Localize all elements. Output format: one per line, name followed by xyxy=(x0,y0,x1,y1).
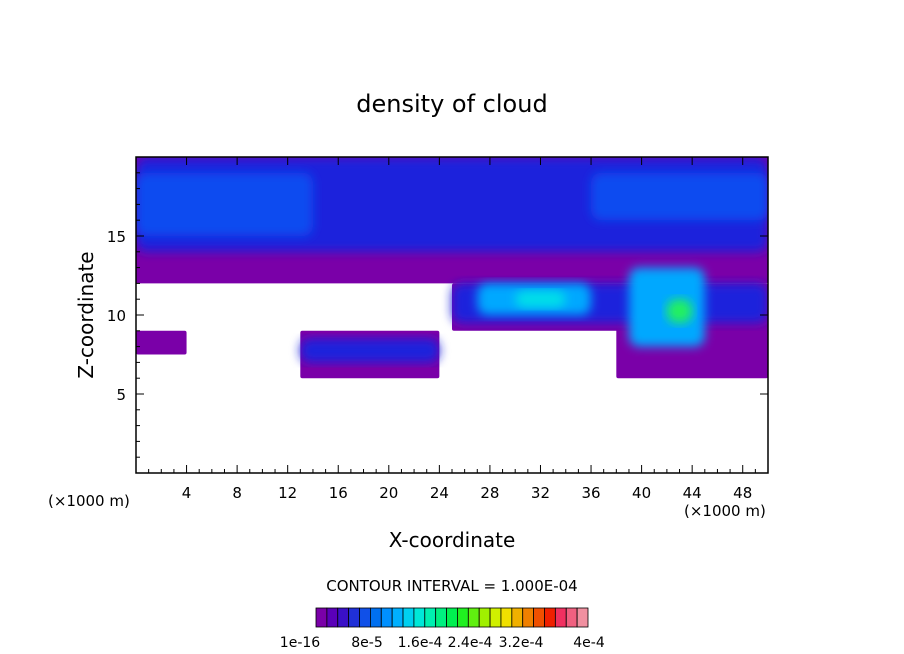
colorbar-label: 1e-16 xyxy=(280,635,320,651)
y-axis-unit: (×1000 m) xyxy=(48,492,130,510)
colorbar-swatch xyxy=(391,607,404,628)
colorbar-swatch xyxy=(457,607,469,628)
x-tick-label: 28 xyxy=(480,484,499,502)
x-tick-label: 20 xyxy=(379,484,398,502)
colorbar-labels: 1e-16 8e-5 1.6e-4 2.4e-4 3.2e-4 4e-4 xyxy=(280,635,605,651)
y-axis-title: Z-coordinate xyxy=(74,251,98,378)
colorbar-swatch xyxy=(446,607,458,628)
colorbar-swatch xyxy=(337,607,350,628)
x-tick-label: 40 xyxy=(632,484,651,502)
cloud-density-field xyxy=(136,157,768,379)
colorbar-label: 3.2e-4 xyxy=(499,635,544,651)
colorbar-swatch xyxy=(576,607,589,628)
colorbar-label: 1.6e-4 xyxy=(398,635,443,651)
colorbar-swatch xyxy=(413,607,426,628)
x-axis-unit: (×1000 m) xyxy=(684,502,766,520)
y-tick-label: 5 xyxy=(116,386,126,404)
y-tick-label: 15 xyxy=(107,228,126,246)
x-tick-label: 24 xyxy=(430,484,449,502)
density-region-12 xyxy=(515,291,566,308)
x-axis-title: X-coordinate xyxy=(389,528,516,552)
colorbar-swatch xyxy=(544,607,556,628)
colorbar-label: 2.4e-4 xyxy=(448,635,493,651)
colorbar-label: 8e-5 xyxy=(351,635,382,651)
x-tick-label: 48 xyxy=(733,484,752,502)
colorbar-swatch xyxy=(554,607,567,628)
colorbar-swatch xyxy=(467,607,480,628)
colorbar-swatch xyxy=(315,607,328,628)
x-tick-label: 32 xyxy=(531,484,550,502)
colorbar-swatch xyxy=(522,607,534,628)
x-tick-label: 16 xyxy=(329,484,348,502)
colorbar-swatch xyxy=(348,607,360,628)
colorbar-swatch xyxy=(500,607,513,628)
colorbar-swatch xyxy=(369,607,382,628)
colorbar-swatch xyxy=(565,607,578,628)
density-region-8 xyxy=(136,172,313,236)
chart-title: density of cloud xyxy=(356,90,547,118)
x-tick-label: 36 xyxy=(581,484,600,502)
density-region-6 xyxy=(300,338,440,363)
density-region-13 xyxy=(666,299,693,323)
density-region-9 xyxy=(591,172,768,221)
x-tick-label: 12 xyxy=(278,484,297,502)
x-axis-ticks: 4 8 12 16 20 24 28 32 36 40 44 48 xyxy=(148,157,756,502)
colorbar-swatch xyxy=(359,607,371,628)
colorbar-swatch xyxy=(380,607,393,628)
colorbar-swatch xyxy=(533,607,545,628)
colorbar-swatch xyxy=(326,607,339,628)
density-region-11 xyxy=(628,267,705,347)
x-tick-label: 44 xyxy=(683,484,702,502)
y-axis-ticks: 5 10 15 xyxy=(107,172,768,458)
y-tick-label: 10 xyxy=(107,307,126,325)
colorbar-swatch xyxy=(511,607,524,628)
x-tick-label: 8 xyxy=(232,484,242,502)
colorbar-swatch xyxy=(402,607,415,628)
colorbar-swatch xyxy=(435,607,447,628)
colorbar-swatch xyxy=(424,607,437,628)
colorbar xyxy=(315,607,589,628)
density-region-2 xyxy=(136,330,187,355)
colorbar-label: 4e-4 xyxy=(573,635,605,651)
colorbar-swatch xyxy=(478,607,491,628)
x-tick-label: 4 xyxy=(182,484,192,502)
contour-interval-label: CONTOUR INTERVAL = 1.000E-04 xyxy=(326,577,577,595)
colorbar-swatch xyxy=(489,607,502,628)
